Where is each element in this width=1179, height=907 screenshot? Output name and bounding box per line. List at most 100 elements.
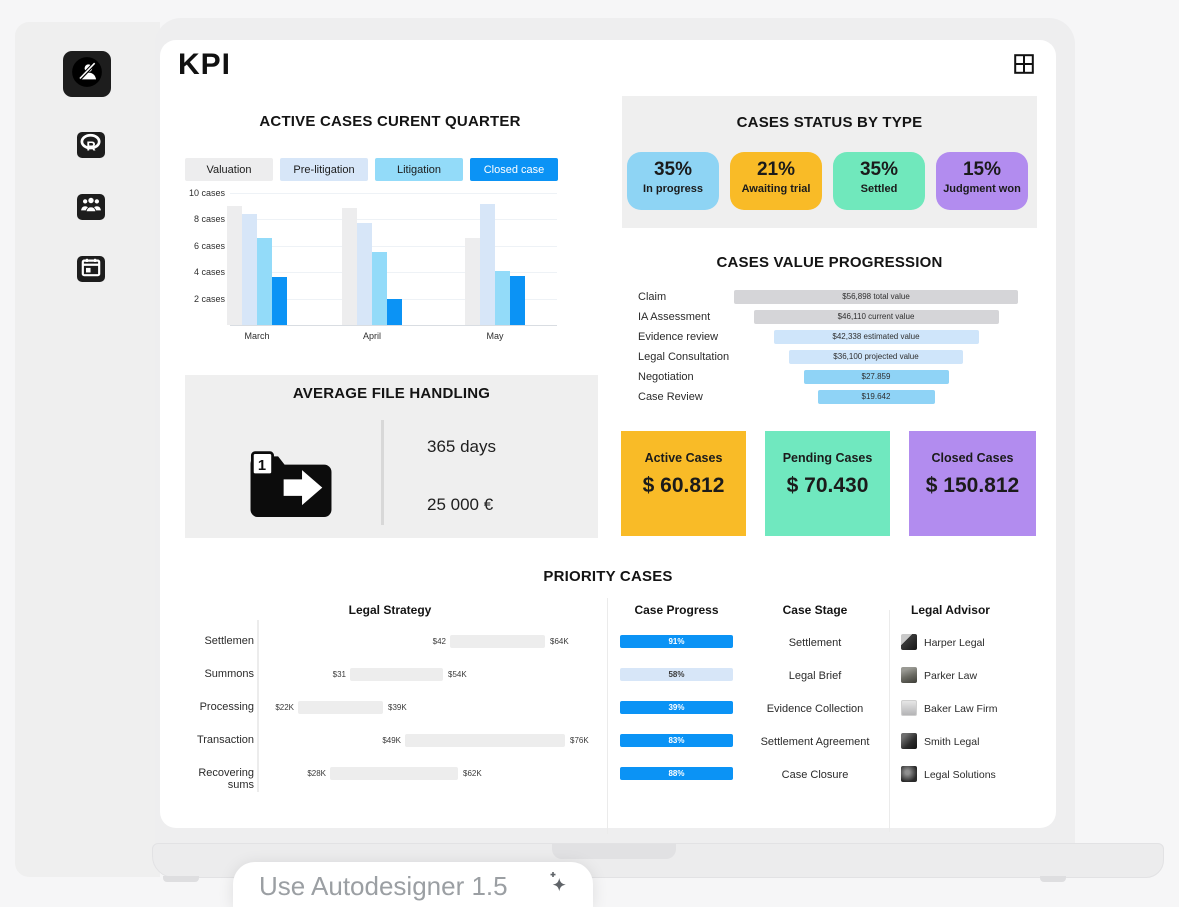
column-divider [607,598,608,834]
advisor-avatar [901,733,917,749]
summary-card-value: $ 150.812 [925,474,1020,497]
active-cases-bar-chart: 10 cases 8 cases 6 cases 4 cases 2 cases Marc… [185,185,560,355]
y-axis-tick: 6 cases [193,240,225,251]
strategy-max-label: $62K [463,769,482,778]
status-badge-label: In progress [643,183,703,195]
x-axis-tick: April [362,331,381,341]
cases-status-title: CASES STATUS BY TYPE [736,114,923,131]
strategy-range-bar [330,767,458,780]
case-progress-bar: 58% [620,668,733,681]
bar-valuation [342,207,357,325]
legend-closed-case[interactable]: Closed case [470,158,558,181]
svg-text:1: 1 [258,458,266,474]
page-title: KPI [178,48,232,81]
sidebar-item-team[interactable] [77,194,105,220]
priority-row-name: Summons [204,668,254,680]
case-stage-label: Evidence Collection [766,703,864,715]
calendar-icon [81,257,101,282]
gridline [230,193,557,194]
column-header-legal-strategy: Legal Strategy [348,603,432,617]
strategy-max-label: $39K [388,703,407,712]
average-file-handling-panel: AVERAGE FILE HANDLING 1 365 days 25 000 … [185,375,598,538]
legend-pre-litigation[interactable]: Pre-litigation [280,158,368,181]
bar-closed-case [510,276,525,325]
column-header-case-stage: Case Stage [782,603,848,617]
summary-card-value: $ 70.430 [786,474,869,497]
funnel-bar: $56,898 total value [734,290,1018,304]
divider [381,420,384,525]
case-progress-bar: 91% [620,635,733,648]
priority-row-name: Recovering sums [198,767,254,791]
laptop-foot-left [163,876,199,882]
y-axis-tick: 4 cases [193,267,225,278]
funnel-label: Legal Consultation [638,351,730,363]
sidebar-item-reports[interactable]: R [77,132,105,158]
status-badge: 21% Awaiting trial [730,152,822,210]
funnel-bar: $19.642 [817,390,935,404]
strategy-max-label: $54K [448,670,467,679]
legend-litigation[interactable]: Litigation [375,158,463,181]
autodesigner-bar[interactable]: Use Autodesigner 1.5 [233,862,593,907]
strategy-range-bar [405,734,565,747]
funnel-label: Negotiation [638,371,694,383]
column-header-case-progress: Case Progress [634,603,719,617]
funnel-bar: $27.859 [803,370,949,384]
autodesigner-label: Use Autodesigner 1.5 [259,871,508,901]
average-cost: 25 000 € [427,495,494,514]
strategy-range-bar [450,635,545,648]
case-progress-bar: 39% [620,701,733,714]
value-progression-title: CASES VALUE PROGRESSION [716,254,943,271]
strategy-min-label: $42 [432,637,446,646]
status-badge-value: 21% [756,159,796,180]
status-badge-label: Awaiting trial [741,183,811,195]
column-divider [889,610,890,832]
advisor-avatar [901,700,917,716]
laptop-trackpad-notch [552,844,676,859]
status-badge-value: 15% [962,159,1002,180]
summary-card-closed-cases: Closed Cases $ 150.812 [909,431,1036,536]
priority-row-name: Transaction [196,734,254,746]
x-axis-tick: March [244,331,270,341]
funnel-label: IA Assessment [638,311,711,323]
sparkle-icon [543,868,573,898]
funnel-label: Evidence review [638,331,719,343]
bar-litigation [257,237,272,325]
case-progress-bar: 88% [620,767,733,780]
advisor-avatar [901,634,917,650]
gridline [230,245,557,247]
summary-card-label: Pending Cases [782,451,873,465]
status-badge-label: Settled [860,183,898,195]
funnel-bar: $36,100 projected value [789,350,963,364]
svg-text:R: R [86,138,95,153]
average-days: 365 days [427,437,496,456]
strategy-min-label: $28K [307,769,326,778]
bar-closed-case [272,277,287,325]
strategy-axis-line [257,620,259,792]
funnel-label: Claim [638,291,667,303]
y-axis-tick: 8 cases [193,214,225,225]
strategy-max-label: $64K [550,637,569,646]
grid-icon[interactable] [1014,54,1034,74]
team-icon [80,196,102,219]
legend-valuation[interactable]: Valuation [185,158,273,181]
status-badge: 35% In progress [627,152,719,210]
case-stage-label: Settlement [788,637,842,649]
x-axis-tick: May [486,331,504,341]
advisor-name: Legal Solutions [924,769,996,781]
sidebar-item-calendar[interactable] [77,256,105,282]
y-axis-tick: 10 cases [188,188,225,198]
advisor-name: Parker Law [924,670,978,682]
advisor-name: Harper Legal [924,637,985,649]
gridline [230,272,557,274]
advisor-avatar [901,667,917,683]
sidebar-item-user[interactable] [63,51,111,97]
active-cases-title: ACTIVE CASES CURENT QUARTER [259,113,521,130]
gridline [230,219,557,221]
bar-pre-litigation [357,223,372,325]
r-logo-icon: R [80,133,102,158]
funnel-label: Case Review [638,391,703,403]
laptop-foot-right [1040,876,1066,882]
status-badge: 15% Judgment won [936,152,1028,210]
case-progress-bar: 83% [620,734,733,747]
